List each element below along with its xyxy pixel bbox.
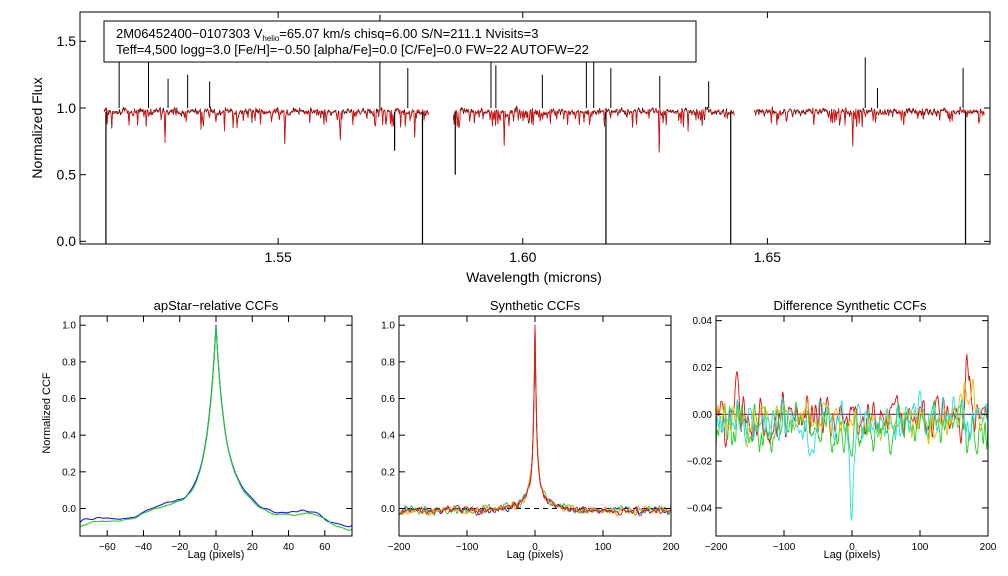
header-line-1-subscript: helio	[262, 34, 279, 43]
synthetic-ccf-ytick-label: 1.0	[381, 321, 395, 332]
difference-ccf-ytick-label: −0.04	[687, 503, 713, 514]
apstar-ccf-ytick-label: 0.8	[62, 357, 76, 368]
apstar-ccf-line-1	[79, 324, 353, 528]
spectrum-model-line	[103, 107, 430, 144]
synthetic-ccf-xtick-label: 0	[532, 542, 538, 553]
spectrum-ytick-label: 1.5	[57, 33, 77, 49]
synthetic-ccf-ytick-label: 0.0	[381, 504, 395, 515]
apstar-ccf-ylabel: Normalized CCF	[41, 372, 53, 454]
apstar-ccf-ytick-label: 1.0	[62, 321, 76, 332]
difference-ccf-ytick-label: 0.04	[693, 316, 713, 327]
synthetic-ccf-ytick-label: 0.4	[381, 431, 395, 442]
apstar-ccf-panel: apStar−relative CCFs −60 −40 −20 0 20 40 60 0.0…	[41, 298, 353, 561]
difference-ccf-line-3	[715, 378, 989, 448]
apstar-ccf-xtick-label: 40	[283, 542, 295, 553]
apstar-ccf-xtick-label: 60	[319, 542, 331, 553]
header-line-2: Teff=4,500 logg=3.0 [Fe/H]=−0.50 [alpha/…	[116, 42, 589, 57]
synthetic-ccf-xtick-label: −100	[456, 542, 479, 553]
spectrum-series-layer	[103, 14, 985, 244]
apstar-ccf-xtick-label: −60	[99, 542, 116, 553]
spectrum-xlabel: Wavelength (microns)	[466, 269, 602, 285]
synthetic-ccf-xtick-label: −200	[388, 542, 411, 553]
spectrum-xtick-label: 1.65	[754, 249, 781, 265]
header-box	[103, 20, 697, 63]
apstar-ccf-ytick-label: 0.0	[62, 504, 76, 515]
spectrum-model-line	[452, 107, 735, 152]
header-line-1: 2M06452400−0107303 Vhelio=65.07 km/s chi…	[116, 26, 538, 43]
spectrum-xtick-label: 1.55	[265, 249, 292, 265]
apstar-ccf-ytick-label: 0.4	[62, 431, 76, 442]
apstar-ccf-frame	[79, 315, 353, 537]
header-line-1-prefix: 2M06452400−0107303 V	[116, 26, 263, 41]
difference-ccf-line-1	[715, 353, 989, 448]
apstar-ccf-ticks: −60 −40 −20 0 20 40 60 0.0 0.2 0.4 0.6 0.8 1.0	[62, 316, 352, 553]
apstar-ccf-line-2	[79, 326, 353, 531]
difference-ccf-xtick-label: 0	[849, 542, 855, 553]
apstar-ccf-xtick-label: 20	[247, 542, 259, 553]
synthetic-ccf-series-layer	[398, 324, 672, 517]
apstar-ccf-xlabel: Lag (pixels)	[188, 549, 245, 561]
difference-ccf-xtick-label: 100	[912, 542, 929, 553]
apstar-ccf-xtick-label: −40	[135, 542, 152, 553]
difference-ccf-ytick-label: 0.00	[693, 410, 713, 421]
spectrum-model-line	[754, 107, 985, 147]
synthetic-ccf-ticks: −200 −100 0 100 200 0.0 0.2 0.4 0.6 0.8 1.0	[381, 316, 680, 553]
apstar-ccf-ytick-label: 0.2	[62, 467, 76, 478]
spectrum-frame	[79, 11, 991, 245]
spectrum-ytick-label: 0.0	[57, 233, 77, 249]
synthetic-ccf-xlabel: Lag (pixels)	[507, 549, 564, 561]
difference-ccf-ytick-label: 0.02	[693, 363, 713, 374]
synthetic-ccf-xtick-label: 100	[595, 542, 612, 553]
apstar-ccf-ytick-label: 0.6	[62, 394, 76, 405]
apstar-ccf-series-layer	[79, 324, 353, 531]
difference-ccf-title: Difference Synthetic CCFs	[774, 298, 927, 313]
synthetic-ccf-ytick-label: 0.2	[381, 467, 395, 478]
spectrum-xtick-label: 1.60	[509, 249, 536, 265]
spectrum-panel: 1.55 1.60 1.65 0.0 0.5 1.0 1.5 Wavelength (mic…	[29, 11, 991, 285]
difference-ccf-xlabel: Lag (pixels)	[824, 549, 881, 561]
difference-ccf-panel: Difference Synthetic CCFs −200 −100 0 100 20…	[687, 298, 997, 561]
apstar-ccf-title: apStar−relative CCFs	[154, 298, 279, 313]
difference-ccf-ticks: −200 −100 0 100 200 −0.04 −0.02 0.00 0.02 0.04	[687, 316, 997, 553]
synthetic-ccf-xtick-label: 200	[663, 542, 680, 553]
difference-ccf-xtick-label: 200	[980, 542, 997, 553]
apstar-ccf-xtick-label: 0	[213, 542, 219, 553]
apstar-ccf-xtick-label: −20	[171, 542, 188, 553]
difference-ccf-xtick-label: −100	[773, 542, 796, 553]
difference-ccf-line-4	[715, 390, 989, 521]
spectrum-ytick-label: 1.0	[57, 100, 77, 116]
spectrum-ylabel: Normalized Flux	[29, 77, 45, 178]
synthetic-ccf-line-4	[398, 324, 672, 517]
spectrum-ticks: 1.55 1.60 1.65 0.0 0.5 1.0 1.5	[57, 12, 990, 265]
synthetic-ccf-panel: Synthetic CCFs −200 −100 0 100 200 0.0 0.2 0.4 0…	[381, 298, 680, 561]
synthetic-ccf-ytick-label: 0.8	[381, 357, 395, 368]
spectrum-ytick-label: 0.5	[57, 167, 77, 183]
header-line-1-suffix: =65.07 km/s chisq=6.00 S/N=211.1 Nvisits…	[279, 26, 538, 41]
synthetic-ccf-title: Synthetic CCFs	[490, 298, 581, 313]
synthetic-ccf-ytick-label: 0.6	[381, 394, 395, 405]
difference-ccf-series-layer	[715, 353, 989, 521]
difference-ccf-xtick-label: −200	[705, 542, 728, 553]
difference-ccf-ytick-label: −0.02	[687, 457, 713, 468]
